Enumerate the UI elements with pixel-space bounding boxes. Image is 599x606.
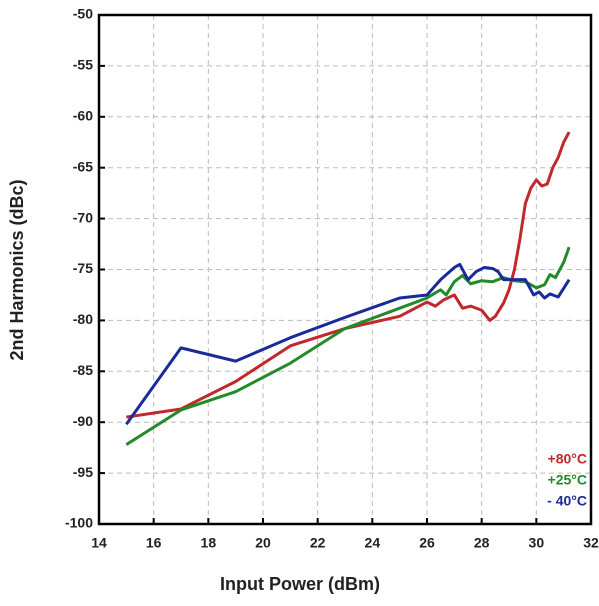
- plot-frame: [97, 13, 593, 526]
- y-tick-label: -65: [73, 158, 93, 174]
- x-tick-label: 16: [146, 535, 162, 551]
- y-tick-label: -60: [73, 108, 93, 124]
- data-line: [126, 131, 571, 419]
- x-tick-label: 28: [474, 535, 490, 551]
- y-tick-label: -75: [73, 260, 93, 276]
- y-tick-label: -80: [73, 311, 93, 327]
- y-tick-label: -55: [73, 57, 93, 73]
- y-axis-label: 2nd Harmonics (dBc): [7, 179, 27, 360]
- legend-label: +80°C: [548, 451, 587, 467]
- y-tick-label: -90: [73, 413, 93, 429]
- x-axis-label: Input Power (dBm): [220, 574, 380, 594]
- legend-label: +25°C: [548, 472, 587, 488]
- data-line: [125, 262, 571, 426]
- x-tick-label: 20: [255, 535, 271, 551]
- x-tick-label: 30: [529, 535, 545, 551]
- x-tick-label: 26: [419, 535, 435, 551]
- x-tick-label: 24: [365, 535, 381, 551]
- y-tick-label: -85: [73, 362, 93, 378]
- x-tick-label: 14: [91, 535, 107, 551]
- legend-label: - 40°C: [547, 493, 587, 509]
- y-tick-label: -100: [65, 515, 93, 531]
- y-tick-label: -70: [73, 209, 93, 225]
- x-tick-label: 22: [310, 535, 326, 551]
- y-tick-label: -95: [73, 464, 93, 480]
- x-tick-label: 18: [201, 535, 217, 551]
- x-tick-label: 32: [583, 535, 599, 551]
- y-tick-label: -50: [73, 6, 93, 22]
